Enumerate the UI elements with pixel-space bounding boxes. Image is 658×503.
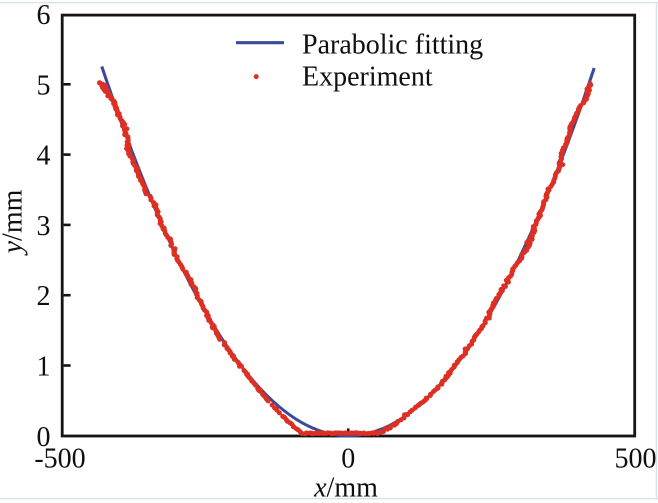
svg-text:Experiment: Experiment: [302, 61, 433, 92]
svg-text:5: 5: [37, 70, 51, 101]
svg-text:3: 3: [37, 211, 51, 242]
svg-text:4: 4: [37, 141, 51, 172]
svg-text:500: 500: [615, 444, 657, 475]
svg-text:0: 0: [341, 444, 355, 475]
svg-text:y/mm: y/mm: [0, 189, 28, 256]
svg-text:6: 6: [37, 0, 51, 31]
svg-text:-500: -500: [34, 444, 85, 475]
svg-text:1: 1: [37, 352, 51, 383]
svg-text:x/mm: x/mm: [313, 473, 378, 503]
svg-text:Parabolic fitting: Parabolic fitting: [302, 29, 483, 60]
svg-text:2: 2: [37, 281, 51, 312]
svg-text:0: 0: [37, 422, 51, 453]
